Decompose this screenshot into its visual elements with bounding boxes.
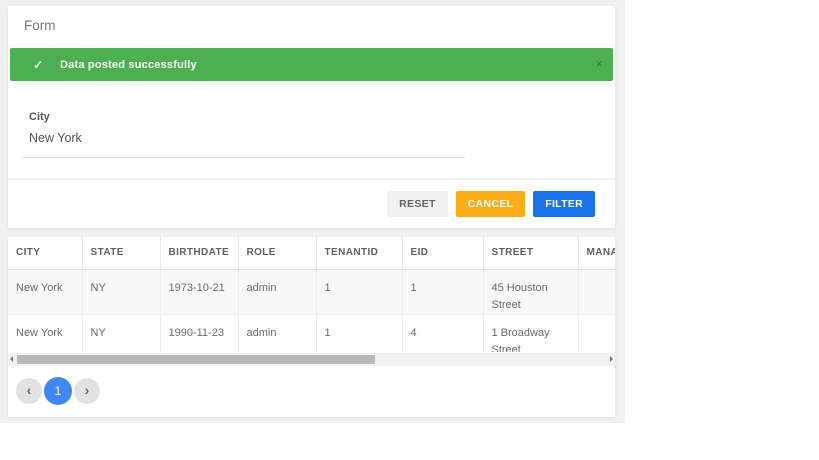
form-footer: RESET CANCEL FILTER [8,178,615,228]
cancel-button[interactable]: CANCEL [455,191,526,217]
close-icon[interactable]: ✕ [595,59,603,69]
column-header-tenantid: TENANTID [316,237,403,270]
filter-button[interactable]: FILTER [533,191,595,217]
cell-birthdate: 1990-11-23 [160,314,239,352]
form-body: City [21,81,465,158]
column-header-street: STREET [483,237,579,270]
cell-state: NY [82,314,161,352]
results-card: CITY STATE BIRTHDATE ROLE TENANTID EID S… [8,237,615,417]
table-row: New York NY 1973-10-21 admin 1 1 45 Hous… [8,269,615,315]
page-number: 1 [54,384,62,398]
page-title: Form [24,18,56,33]
cell-city: New York [8,314,83,352]
check-icon: ✓ [33,57,44,72]
city-label: City [29,111,50,123]
cell-birthdate: 1973-10-21 [160,269,239,315]
cell-manager [578,314,615,352]
table-row: New York NY 1990-11-23 admin 1 4 1 Broad… [8,314,615,352]
cell-street: 45 Houston Street [483,269,579,315]
city-input[interactable] [29,131,449,157]
reset-button[interactable]: RESET [387,191,448,217]
form-card: Form ✓ Data posted successfully ✕ City R… [8,6,615,228]
cell-city: New York [8,269,83,315]
next-page-button[interactable]: › [74,378,100,404]
column-header-eid: EID [402,237,484,270]
cell-role: admin [238,314,317,352]
previous-page-button[interactable]: ‹ [16,378,42,404]
column-header-birthdate: BIRTHDATE [160,237,239,270]
column-header-role: ROLE [238,237,317,270]
cell-street: 1 Broadway Street [483,314,579,352]
cell-eid: 1 [402,269,484,315]
pagination: ‹ 1 › [16,377,100,405]
cell-tenantid: 1 [316,314,403,352]
column-header-city: CITY [8,237,83,270]
table-header-row: CITY STATE BIRTHDATE ROLE TENANTID EID S… [8,237,615,270]
scroll-left-icon[interactable] [10,356,13,362]
cell-role: admin [238,269,317,315]
column-header-state: STATE [82,237,161,270]
app-window: Form ✓ Data posted successfully ✕ City R… [0,0,625,423]
cell-state: NY [82,269,161,315]
alert-message: Data posted successfully [60,58,197,71]
chevron-left-icon: ‹ [26,382,32,398]
page-1-button[interactable]: 1 [44,377,72,405]
scrollbar-thumb[interactable] [17,355,375,364]
success-alert: ✓ Data posted successfully ✕ [10,48,613,81]
column-header-manager: MANAGER [578,237,615,270]
city-field: City [21,111,465,158]
cell-manager [578,269,615,315]
form-card-header: Form [8,6,615,46]
results-table: CITY STATE BIRTHDATE ROLE TENANTID EID S… [8,237,615,352]
scroll-right-icon[interactable] [610,356,613,362]
cell-eid: 4 [402,314,484,352]
chevron-right-icon: › [84,382,90,398]
cell-tenantid: 1 [316,269,403,315]
results-table-viewport: CITY STATE BIRTHDATE ROLE TENANTID EID S… [8,237,615,352]
horizontal-scrollbar[interactable] [8,353,615,366]
